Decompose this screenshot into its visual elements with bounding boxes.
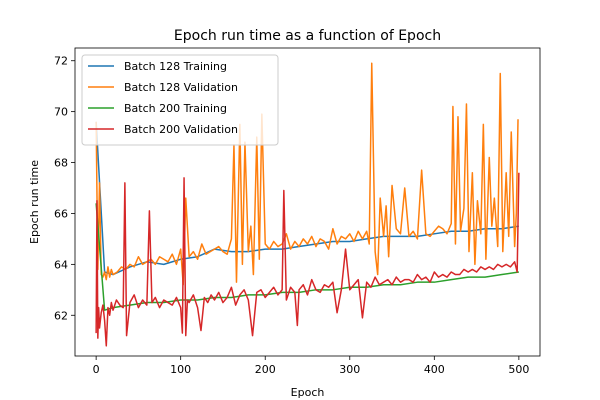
x-tick-label: 100 [170,363,191,376]
legend-label: Batch 128 Validation [124,81,238,94]
y-tick-label: 70 [54,106,68,119]
y-tick-label: 68 [54,157,68,170]
series-layer [95,62,520,347]
legend-box [81,54,279,146]
chart-title: Epoch run time as a function of Epoch [174,28,441,44]
legend-label: Batch 200 Validation [124,123,238,136]
x-axis-label: Epoch [291,386,325,399]
y-tick-label: 66 [54,207,68,220]
y-tick-label: 64 [54,258,68,271]
x-tick-label: 0 [93,363,100,376]
plot-frame [74,47,541,357]
y-tick-label: 72 [54,55,68,68]
legend-label: Batch 128 Training [124,60,227,73]
legend-label: Batch 200 Training [124,102,227,115]
y-tick-label: 62 [54,309,68,322]
y-axis-label: Epoch run time [28,160,41,244]
series-line-4 [95,172,520,347]
axes-layer: 0 100 200 300 400 500 62 64 66 68 70 72 [54,47,541,376]
legend: Batch 128 Training Batch 128 Validation Ba… [81,54,279,146]
series-line-2 [95,62,519,286]
x-tick-label: 200 [255,363,276,376]
x-tick-label: 400 [424,363,445,376]
x-tick-label: 300 [339,363,360,376]
x-tick-label: 500 [508,363,529,376]
